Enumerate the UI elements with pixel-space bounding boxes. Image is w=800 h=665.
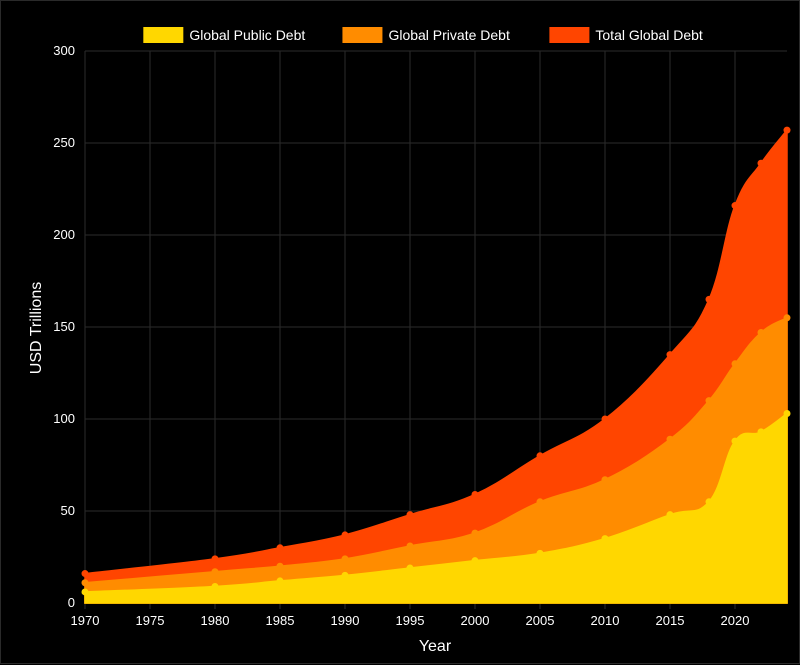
point-global-private-debt[interactable] bbox=[666, 435, 674, 443]
y-axis-title: USD Trillions bbox=[28, 282, 45, 374]
legend: Global Public Debt Global Private Debt Tot… bbox=[143, 27, 703, 43]
point-total-global-debt[interactable] bbox=[406, 511, 414, 519]
point-global-private-debt[interactable] bbox=[471, 529, 479, 537]
x-tick-label: 2005 bbox=[526, 613, 555, 628]
point-total-global-debt[interactable] bbox=[471, 490, 479, 498]
point-global-private-debt[interactable] bbox=[536, 498, 544, 506]
point-total-global-debt[interactable] bbox=[601, 415, 609, 423]
data-points bbox=[81, 126, 791, 596]
x-tick-label: 2020 bbox=[721, 613, 750, 628]
point-global-private-debt[interactable] bbox=[341, 555, 349, 563]
x-tick-label: 1990 bbox=[331, 613, 360, 628]
point-global-public-debt[interactable] bbox=[406, 564, 414, 572]
point-total-global-debt[interactable] bbox=[731, 202, 739, 210]
x-tick-label: 1980 bbox=[201, 613, 230, 628]
point-global-public-debt[interactable] bbox=[341, 571, 349, 579]
point-total-global-debt[interactable] bbox=[705, 295, 713, 303]
point-global-private-debt[interactable] bbox=[276, 562, 284, 570]
point-global-public-debt[interactable] bbox=[81, 588, 89, 596]
x-tick-label: 2010 bbox=[591, 613, 620, 628]
area-series bbox=[84, 127, 788, 604]
y-tick-label: 300 bbox=[53, 43, 75, 58]
point-total-global-debt[interactable] bbox=[783, 126, 791, 134]
point-global-private-debt[interactable] bbox=[406, 542, 414, 550]
y-tick-label: 50 bbox=[61, 503, 75, 518]
point-global-public-debt[interactable] bbox=[601, 535, 609, 543]
point-global-private-debt[interactable] bbox=[81, 579, 89, 587]
point-total-global-debt[interactable] bbox=[341, 531, 349, 539]
legend-swatch-global-public-debt[interactable] bbox=[143, 27, 184, 43]
point-global-public-debt[interactable] bbox=[276, 577, 284, 585]
point-global-public-debt[interactable] bbox=[471, 557, 479, 565]
point-total-global-debt[interactable] bbox=[757, 159, 765, 167]
point-total-global-debt[interactable] bbox=[81, 570, 89, 578]
y-tick-label: 100 bbox=[53, 411, 75, 426]
y-tick-label: 0 bbox=[68, 595, 75, 610]
y-tick-label: 250 bbox=[53, 135, 75, 150]
point-total-global-debt[interactable] bbox=[666, 351, 674, 359]
y-tick-label: 150 bbox=[53, 319, 75, 334]
x-axis-title: Year bbox=[419, 638, 452, 655]
point-global-public-debt[interactable] bbox=[666, 511, 674, 519]
point-global-public-debt[interactable] bbox=[705, 498, 713, 506]
point-global-private-debt[interactable] bbox=[757, 329, 765, 337]
point-total-global-debt[interactable] bbox=[276, 544, 284, 552]
x-tick-label: 1975 bbox=[136, 613, 165, 628]
x-tick-label: 1985 bbox=[266, 613, 295, 628]
point-global-public-debt[interactable] bbox=[211, 582, 219, 590]
point-global-public-debt[interactable] bbox=[536, 549, 544, 557]
legend-swatch-global-private-debt[interactable] bbox=[342, 27, 383, 43]
legend-label-global-public-debt[interactable]: Global Public Debt bbox=[189, 27, 305, 43]
axis-ticks: 0 50 100 150 200 250 300 1970 1975 1980 1985 1990 19… bbox=[53, 43, 749, 628]
point-total-global-debt[interactable] bbox=[536, 452, 544, 460]
point-global-private-debt[interactable] bbox=[601, 476, 609, 484]
legend-label-global-private-debt[interactable]: Global Private Debt bbox=[388, 27, 510, 43]
point-global-public-debt[interactable] bbox=[731, 437, 739, 445]
legend-label-total-global-debt[interactable]: Total Global Debt bbox=[595, 27, 703, 43]
point-global-public-debt[interactable] bbox=[783, 409, 791, 417]
point-global-private-debt[interactable] bbox=[783, 314, 791, 322]
point-global-public-debt[interactable] bbox=[757, 428, 765, 436]
point-global-private-debt[interactable] bbox=[731, 360, 739, 368]
x-tick-label: 1970 bbox=[71, 613, 100, 628]
legend-swatch-total-global-debt[interactable] bbox=[549, 27, 590, 43]
x-tick-label: 2015 bbox=[656, 613, 685, 628]
x-tick-label: 1995 bbox=[396, 613, 425, 628]
point-global-private-debt[interactable] bbox=[211, 568, 219, 576]
x-tick-label: 2000 bbox=[461, 613, 490, 628]
y-tick-label: 200 bbox=[53, 227, 75, 242]
point-total-global-debt[interactable] bbox=[211, 555, 219, 563]
point-global-private-debt[interactable] bbox=[705, 397, 713, 405]
